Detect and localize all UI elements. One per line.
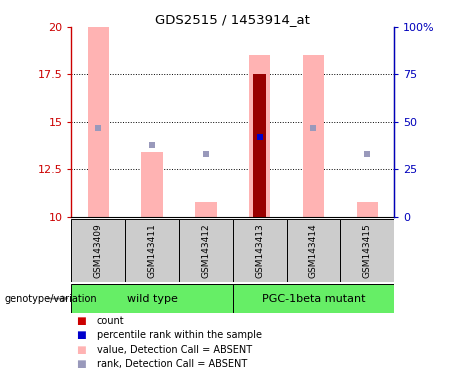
Text: ■: ■ [76, 330, 86, 340]
Bar [71, 219, 125, 282]
Bar [303, 55, 324, 217]
Bar [195, 202, 217, 217]
Bar [287, 219, 340, 282]
Bar [125, 219, 179, 282]
Text: value, Detection Call = ABSENT: value, Detection Call = ABSENT [97, 345, 252, 355]
Bar [71, 284, 233, 313]
Text: GSM143415: GSM143415 [363, 223, 372, 278]
Text: rank, Detection Call = ABSENT: rank, Detection Call = ABSENT [97, 359, 247, 369]
Bar [142, 152, 163, 217]
Text: count: count [97, 316, 124, 326]
Text: wild type: wild type [127, 293, 177, 304]
Bar [233, 284, 394, 313]
Bar [88, 27, 109, 217]
Text: ■: ■ [76, 359, 86, 369]
Text: genotype/variation: genotype/variation [5, 293, 97, 304]
Title: GDS2515 / 1453914_at: GDS2515 / 1453914_at [155, 13, 310, 26]
Text: GSM143411: GSM143411 [148, 223, 157, 278]
Text: percentile rank within the sample: percentile rank within the sample [97, 330, 262, 340]
Bar [179, 219, 233, 282]
Text: GSM143413: GSM143413 [255, 223, 264, 278]
Bar [233, 219, 287, 282]
Text: ■: ■ [76, 316, 86, 326]
Text: GSM143412: GSM143412 [201, 223, 210, 278]
Text: ■: ■ [76, 345, 86, 355]
Bar [340, 219, 394, 282]
Text: PGC-1beta mutant: PGC-1beta mutant [262, 293, 365, 304]
Bar [253, 74, 266, 217]
Bar [356, 202, 378, 217]
Bar [249, 55, 271, 217]
Text: GSM143414: GSM143414 [309, 223, 318, 278]
Text: GSM143409: GSM143409 [94, 223, 103, 278]
